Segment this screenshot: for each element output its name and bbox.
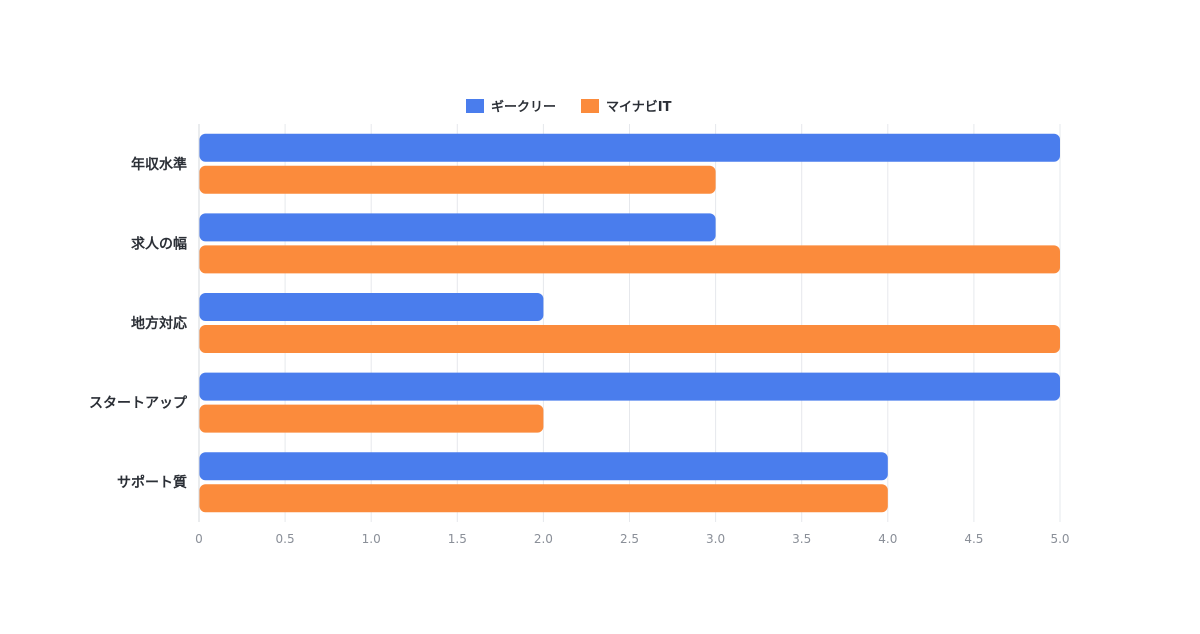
- bar-series-1[interactable]: [199, 133, 1061, 162]
- x-tick-label: 0: [195, 532, 203, 546]
- bar-series-2[interactable]: [199, 404, 544, 433]
- bar-series-1[interactable]: [199, 213, 716, 242]
- bar-series-2[interactable]: [199, 325, 1061, 353]
- x-tick-label: 1.5: [448, 532, 467, 546]
- category-label: 年収水準: [131, 156, 187, 173]
- bar-series-2[interactable]: [199, 165, 716, 194]
- legend-label[interactable]: マイナビIT: [606, 99, 672, 115]
- bar-series-2[interactable]: [199, 245, 1061, 274]
- x-tick-label: 3.5: [792, 532, 811, 546]
- x-tick-label: 1.0: [362, 532, 381, 546]
- legend-swatch: [466, 99, 484, 113]
- category-label: 地方対応: [131, 315, 187, 332]
- bars: [199, 133, 1061, 513]
- legend-swatch: [581, 99, 599, 113]
- x-tick-label: 3.0: [706, 532, 725, 546]
- x-tick-label: 0.5: [276, 532, 295, 546]
- x-tick-label: 4.0: [878, 532, 897, 546]
- x-tick-label: 2.0: [534, 532, 553, 546]
- legend-label[interactable]: ギークリー: [491, 99, 556, 115]
- x-tick-label: 5.0: [1050, 532, 1069, 546]
- legend: ギークリー マイナビIT: [466, 99, 672, 115]
- bar-series-1[interactable]: [199, 293, 544, 321]
- bar-series-1[interactable]: [199, 372, 1061, 401]
- category-label: サポート質: [117, 474, 187, 491]
- category-label: 求人の幅: [131, 235, 187, 252]
- bar-series-1[interactable]: [199, 452, 888, 481]
- x-tick-label: 4.5: [964, 532, 983, 546]
- x-axis-ticks: 0 0.5 1.0 1.5 2.0 2.5 3.0 3.5 4.0 4.5 5.0: [195, 532, 1069, 546]
- x-tick-label: 2.5: [620, 532, 639, 546]
- category-label: スタートアップ: [89, 396, 188, 412]
- bar-series-2[interactable]: [199, 484, 888, 513]
